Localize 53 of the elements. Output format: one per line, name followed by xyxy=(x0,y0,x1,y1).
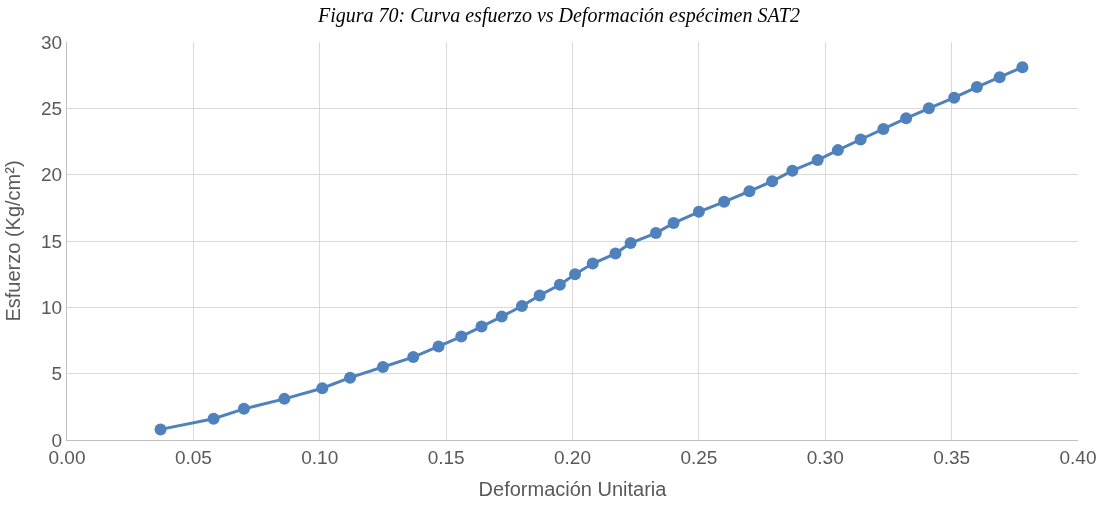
point xyxy=(718,195,731,208)
point xyxy=(475,320,488,333)
point xyxy=(569,268,582,281)
point xyxy=(831,144,844,157)
point xyxy=(877,122,890,135)
x-tick-label: 0.20 xyxy=(554,446,591,468)
x-tick-label: 0.05 xyxy=(174,446,212,468)
point xyxy=(786,164,799,177)
point xyxy=(649,227,662,240)
point xyxy=(609,247,622,260)
point xyxy=(495,310,508,323)
point xyxy=(515,300,528,312)
point xyxy=(207,412,220,425)
y-tick-label: 15 xyxy=(41,230,63,252)
point xyxy=(692,205,705,218)
point xyxy=(811,154,824,167)
point xyxy=(854,133,867,146)
point xyxy=(900,112,913,125)
point xyxy=(432,340,445,353)
point xyxy=(237,402,250,415)
point xyxy=(533,289,546,302)
point xyxy=(766,175,779,188)
point xyxy=(586,257,599,270)
point xyxy=(455,330,468,343)
point xyxy=(553,278,566,291)
x-tick-label: 0.40 xyxy=(1059,446,1097,468)
chart-title: Figura 70: Curva esfuerzo vs Deformación espécimen SAT2 xyxy=(317,3,800,27)
y-tick-label: 25 xyxy=(41,97,63,119)
point xyxy=(154,423,167,436)
x-tick-label: 0.15 xyxy=(427,446,465,468)
point xyxy=(624,236,637,249)
point xyxy=(278,392,291,405)
x-tick-label: 0.30 xyxy=(806,446,844,468)
point xyxy=(922,102,935,115)
point xyxy=(970,81,983,94)
y-tick-label: 5 xyxy=(51,363,63,385)
point xyxy=(948,91,961,104)
point xyxy=(316,382,329,395)
y-axis-title: Esfuerzo (Kg/cm²) xyxy=(1,160,24,322)
point xyxy=(344,371,357,384)
y-tick-label: 10 xyxy=(41,296,63,318)
x-axis-title: Deformación Unitaria xyxy=(478,478,668,501)
point xyxy=(743,185,756,198)
point xyxy=(993,71,1006,84)
point xyxy=(1016,61,1029,74)
x-tick-label: 0.10 xyxy=(301,446,339,468)
point xyxy=(376,361,389,374)
x-tick-label: 0.25 xyxy=(680,446,718,468)
x-tick-label: 0.35 xyxy=(933,446,971,468)
y-tick-label: 30 xyxy=(41,31,63,53)
point xyxy=(407,351,420,364)
point xyxy=(667,217,680,230)
y-tick-label: 20 xyxy=(41,164,63,186)
